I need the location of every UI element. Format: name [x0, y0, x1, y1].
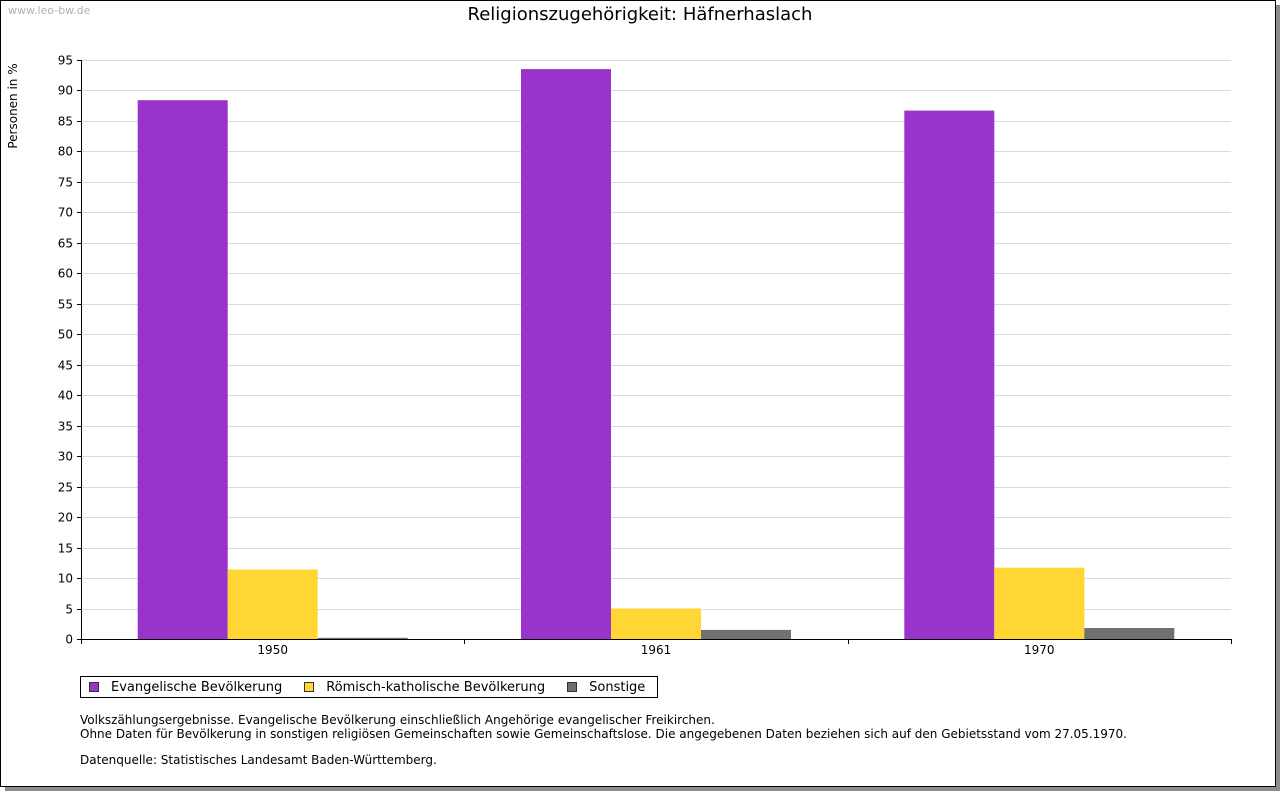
bar-1950-series-0: [137, 100, 228, 639]
data-source: Datenquelle: Statistisches Landesamt Bad…: [80, 753, 437, 767]
legend-swatch-sonstige: [567, 682, 578, 692]
legend-swatch-evangelisch: [89, 682, 99, 692]
y-tick-label-50: 50: [58, 328, 73, 342]
y-tick-label-60: 60: [58, 267, 73, 281]
watermark: www.leo-bw.de: [8, 4, 91, 17]
y-tick-label-95: 95: [58, 54, 73, 68]
y-tick-label-10: 10: [58, 572, 73, 586]
bar-1970-series-0: [904, 110, 995, 640]
x-tick-label-1961: 1961: [641, 643, 672, 657]
chart-title: Religionszugehörigkeit: Häfnerhaslach: [467, 4, 813, 25]
chart-notes: Volkszählungsergebnisse. Evangelische Be…: [80, 713, 1127, 767]
bar-1970-series-2: [1084, 628, 1175, 639]
note-line-1: Volkszählungsergebnisse. Evangelische Be…: [80, 713, 715, 727]
y-tick-label-25: 25: [58, 481, 73, 495]
bar-1961-series-1: [611, 608, 701, 639]
y-tick-label-75: 75: [58, 176, 73, 190]
x-tick-label-1970: 1970: [1024, 643, 1055, 657]
legend-item-evangelisch: Evangelische Bevölkerung: [89, 680, 282, 695]
y-tick-label-35: 35: [58, 420, 73, 434]
note-line-2: Ohne Daten für Bevölkerung in sonstigen …: [80, 727, 1127, 741]
legend-label-katholisch: Römisch-katholische Bevölkerung: [326, 679, 546, 695]
legend: Evangelische Bevölkerung Römisch-katholi…: [80, 676, 659, 698]
y-tick-label-15: 15: [58, 542, 73, 556]
y-tick-label-55: 55: [58, 298, 73, 312]
y-tick-label-40: 40: [58, 389, 73, 403]
y-tick-label-65: 65: [58, 237, 73, 251]
legend-label-evangelisch: Evangelische Bevölkerung: [111, 679, 283, 695]
bar-1950-series-2: [317, 637, 408, 639]
y-tick-label-0: 0: [65, 633, 73, 647]
bar-1970-series-1: [994, 567, 1085, 639]
y-tick-label-5: 5: [65, 603, 73, 617]
legend-item-katholisch: Römisch-katholische Bevölkerung: [304, 680, 545, 695]
legend-label-sonstige: Sonstige: [589, 679, 646, 695]
bar-1961-series-2: [701, 629, 791, 639]
y-tick-label-30: 30: [58, 450, 73, 464]
bar-1950-series-1: [227, 569, 318, 639]
legend-item-sonstige: Sonstige: [567, 680, 645, 695]
bar-1961-series-0: [521, 69, 611, 640]
y-tick-label-20: 20: [58, 511, 73, 525]
y-tick-label-85: 85: [58, 115, 73, 129]
y-tick-label-80: 80: [58, 145, 73, 159]
y-tick-label-45: 45: [58, 359, 73, 373]
legend-swatch-katholisch: [304, 682, 315, 692]
y-tick-label-70: 70: [58, 206, 73, 220]
x-tick-label-1950: 1950: [257, 643, 288, 657]
y-tick-label-90: 90: [58, 84, 73, 98]
